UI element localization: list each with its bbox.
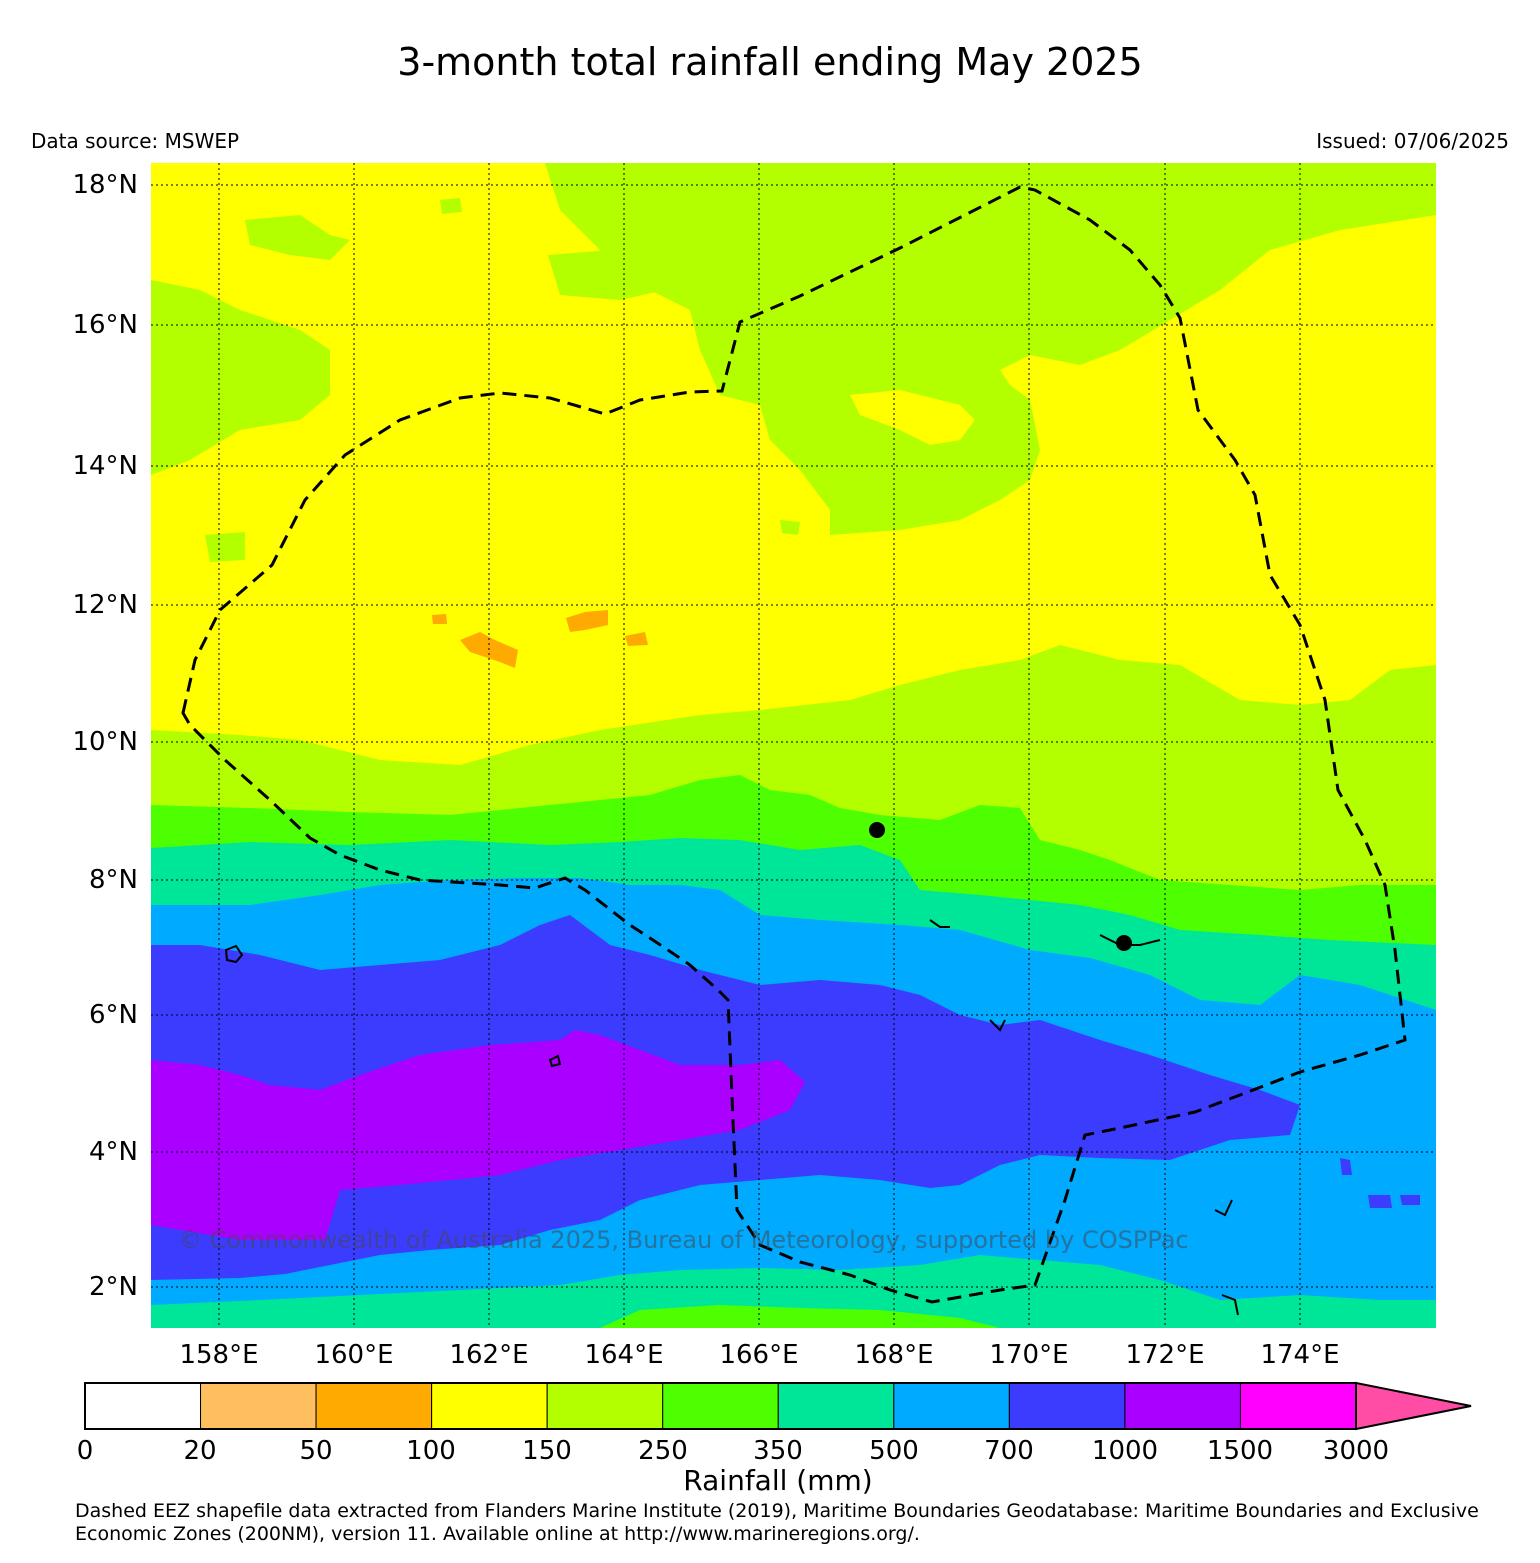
colorbar-tick: 500 [869,1436,919,1466]
data-source: Data source: MSWEP [31,129,240,153]
lon-label: 158°E [179,1340,259,1370]
lon-label: 160°E [314,1340,394,1370]
eez-boundary [181,185,1407,1304]
lon-label: 166°E [719,1340,799,1370]
colorbar [84,1381,1472,1431]
colorbar-tick: 350 [753,1436,803,1466]
colorbar-tick: 700 [984,1436,1034,1466]
colorbar-segment [200,1382,317,1430]
colorbar-frame [84,1382,1357,1430]
colorbar-segment [546,1382,664,1430]
lon-label: 168°E [854,1340,934,1370]
colorbar-segment [84,1382,202,1430]
colorbar-tick: 20 [183,1436,217,1466]
colorbar-tick: 3000 [1322,1436,1390,1466]
lat-label: 14°N [72,451,138,481]
location-marker [869,822,885,838]
lon-label: 170°E [989,1340,1069,1370]
lat-label: 10°N [72,727,138,757]
eez-credit: Dashed EEZ shapefile data extracted from… [75,1500,1479,1545]
copyright-watermark: © Commonwealth of Australia 2025, Bureau… [178,1226,1189,1254]
colorbar-tick: 250 [638,1436,688,1466]
rainfall-field [151,163,1436,1328]
lat-label: 4°N [89,1137,138,1167]
band-100-150 [151,163,1436,765]
band-1000-1500 [151,1030,805,1240]
lat-label: 6°N [89,1000,138,1030]
map-title: 3-month total rainfall ending May 2025 [397,40,1143,84]
colorbar-extend-arrow [1355,1381,1472,1431]
lat-label: 8°N [89,865,138,895]
colorbar-tick: 100 [406,1436,456,1466]
colorbar-segment [893,1382,1010,1430]
colorbar-segment [777,1382,895,1430]
colorbar-tick: 1500 [1206,1436,1274,1466]
lat-label: 2°N [89,1272,138,1302]
colorbar-segment [315,1382,433,1430]
colorbar-segment [1239,1382,1357,1430]
lat-label: 18°N [72,170,138,200]
colorbar-segment [431,1382,548,1430]
colorbar-segment [1008,1382,1126,1430]
colorbar-segment [1124,1382,1241,1430]
lon-label: 162°E [449,1340,529,1370]
lon-label: 172°E [1125,1340,1205,1370]
issued-date: Issued: 07/06/2025 [1316,129,1509,153]
colorbar-segment [662,1382,779,1430]
colorbar-title: Rainfall (mm) [683,1464,873,1497]
graticule [151,163,1436,1328]
lon-label: 164°E [584,1340,664,1370]
colorbar-tick: 1000 [1091,1436,1159,1466]
lat-label: 12°N [72,590,138,620]
lat-label: 16°N [72,310,138,340]
colorbar-tick: 50 [299,1436,333,1466]
colorbar-tick: 150 [522,1436,572,1466]
colorbar-tick: 0 [76,1436,94,1466]
location-marker [1116,935,1132,951]
lon-label: 174°E [1260,1340,1340,1370]
